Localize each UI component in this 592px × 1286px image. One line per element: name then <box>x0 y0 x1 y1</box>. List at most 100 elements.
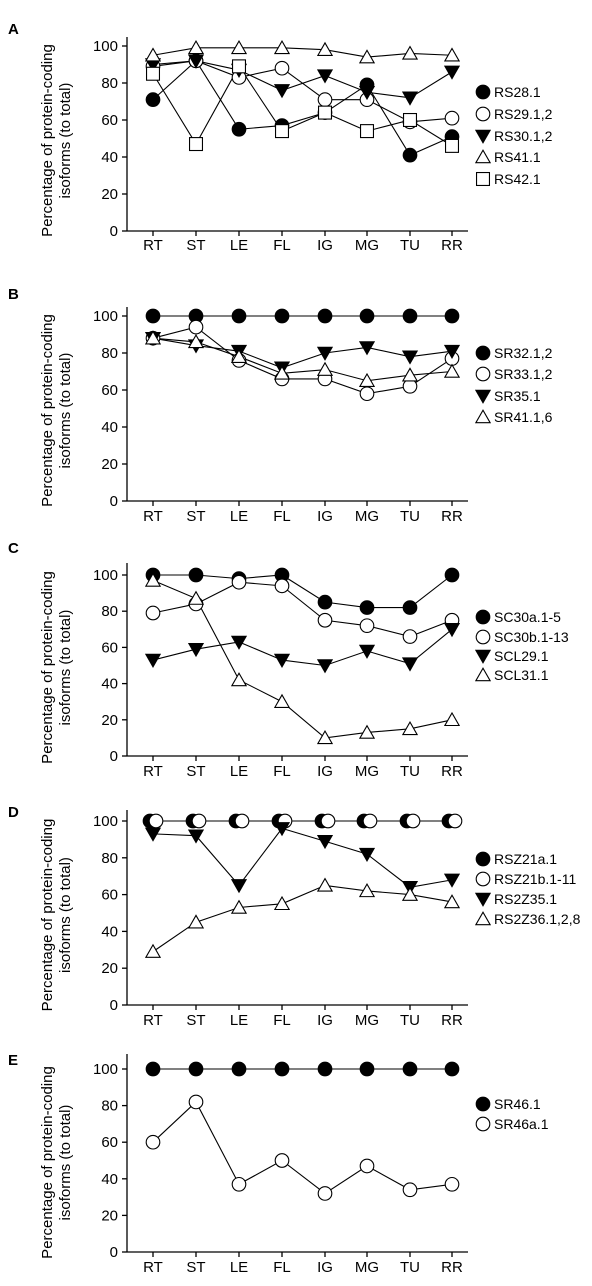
data-point <box>144 827 162 842</box>
data-point <box>187 914 205 929</box>
data-point <box>402 1182 418 1198</box>
y-axis-label: Percentage of protein-codingisoforms (to… <box>39 314 74 507</box>
legend-marker <box>474 389 492 404</box>
panel-letter: E <box>8 1052 18 1069</box>
y-tick-label: 20 <box>101 186 118 203</box>
data-point <box>359 386 375 402</box>
data-point <box>144 943 162 958</box>
x-tick-label: MG <box>355 508 379 525</box>
legend: RSZ21a.1 RSZ21b.1-11 RS2Z35.1 RS2Z36.1,2,8 <box>474 851 581 927</box>
x-tick-label: IG <box>317 1259 333 1276</box>
legend: SC30a.1-5 SC30b.1-13 SCL29.1 SCL31.1 <box>474 609 569 683</box>
legend: SR32.1,2 SR33.1,2 SR35.1 SR41.1,6 <box>474 345 553 425</box>
y-axis-label-line-2: isoforms (to total) <box>57 1105 74 1221</box>
series-markers-RS42.1 <box>145 59 460 153</box>
legend-item: SR46a.1 <box>475 1116 549 1132</box>
x-tick-label: FL <box>273 763 291 780</box>
x-tick-label: RR <box>441 237 463 254</box>
y-tick-label: 60 <box>101 382 118 399</box>
legend-item: RS30.1,2 <box>474 128 553 144</box>
y-axis-label-line-1: Percentage of protein-coding <box>39 819 56 1012</box>
legend-label: SR35.1 <box>494 388 541 404</box>
data-point <box>273 84 291 99</box>
data-point <box>358 341 376 356</box>
legend-marker <box>475 871 491 887</box>
data-point <box>443 344 461 360</box>
data-point <box>231 1061 247 1077</box>
data-point <box>187 590 205 605</box>
y-axis-label-line-1: Percentage of protein-coding <box>39 1066 56 1259</box>
series-markers-SCL29.1 <box>144 623 461 674</box>
legend-item: RS28.1 <box>475 84 541 100</box>
series-markers-SR32.1,2 <box>145 308 460 324</box>
legend-item: SC30a.1-5 <box>475 609 561 625</box>
y-tick-label: 80 <box>101 1098 118 1115</box>
data-point <box>231 59 247 74</box>
data-point <box>234 813 250 829</box>
x-tick-label: TU <box>400 763 420 780</box>
data-point <box>320 813 336 829</box>
x-tick-label: ST <box>186 1259 205 1276</box>
legend-item: RSZ21b.1-11 <box>475 871 576 887</box>
y-axis-label: Percentage of protein-codingisoforms (to… <box>39 819 74 1012</box>
y-tick-label: 20 <box>101 960 118 977</box>
y-tick-label: 0 <box>110 1244 118 1261</box>
y-axis-label: Percentage of protein-codingisoforms (to… <box>39 44 74 237</box>
series-line-SR35.1 <box>152 337 453 369</box>
chart-panel-b: B Percentage of protein-codingisoforms (t… <box>8 286 553 525</box>
data-point <box>231 574 247 590</box>
legend-marker <box>475 629 491 645</box>
legend-label: RS2Z35.1 <box>494 891 557 907</box>
x-tick-label: LE <box>230 1259 248 1276</box>
data-point <box>443 65 461 80</box>
data-point <box>358 724 376 739</box>
data-point <box>443 623 461 638</box>
y-tick-label: 20 <box>101 1207 118 1224</box>
data-point <box>402 112 418 128</box>
series-markers-SR41.1,6 <box>144 330 461 388</box>
data-point <box>317 308 333 324</box>
x-tick-label: MG <box>355 237 379 254</box>
x-tick-label: RR <box>441 1259 463 1276</box>
y-axis-label-line-2: isoforms (to total) <box>57 353 74 469</box>
panel-letter: A <box>8 21 19 38</box>
data-point <box>144 653 162 668</box>
data-point <box>359 1061 375 1077</box>
data-point <box>187 829 205 844</box>
legend-item: RS29.1,2 <box>475 106 553 122</box>
data-point <box>444 567 460 583</box>
y-axis-label-line-2: isoforms (to total) <box>57 857 74 973</box>
data-point <box>401 367 419 382</box>
x-tick-label: IG <box>317 1012 333 1029</box>
x-tick-label: RT <box>143 1259 163 1276</box>
data-point <box>230 879 248 894</box>
data-point <box>144 330 162 345</box>
data-point <box>274 308 290 324</box>
legend-item: SR32.1,2 <box>475 345 553 361</box>
data-point <box>359 1158 375 1174</box>
y-tick-label: 0 <box>110 223 118 240</box>
series-line-SCL29.1 <box>152 628 453 667</box>
y-axis-label-line-2: isoforms (to total) <box>57 83 74 199</box>
x-tick-label: MG <box>355 1012 379 1029</box>
data-point <box>273 693 291 708</box>
x-tick-label: IG <box>317 508 333 525</box>
data-point <box>316 730 334 745</box>
data-point <box>358 644 376 659</box>
y-tick-label: 100 <box>93 1061 118 1078</box>
series-markers-RS30.1,2 <box>144 54 461 106</box>
legend-label: SC30b.1-13 <box>494 629 569 645</box>
x-tick-label: MG <box>355 763 379 780</box>
data-point <box>402 1061 418 1077</box>
data-point <box>188 1094 204 1110</box>
y-axis-label-line-1: Percentage of protein-coding <box>39 314 56 507</box>
panel-letter: B <box>8 286 19 303</box>
chart-panel-e: E Percentage of protein-codingisoforms (t… <box>8 1052 549 1276</box>
data-point <box>358 883 376 898</box>
legend-label: RS28.1 <box>494 84 541 100</box>
data-point <box>188 567 204 583</box>
data-point <box>443 873 461 888</box>
data-point <box>144 47 162 62</box>
data-point <box>316 877 334 892</box>
series-line-RS41.1 <box>152 47 453 58</box>
